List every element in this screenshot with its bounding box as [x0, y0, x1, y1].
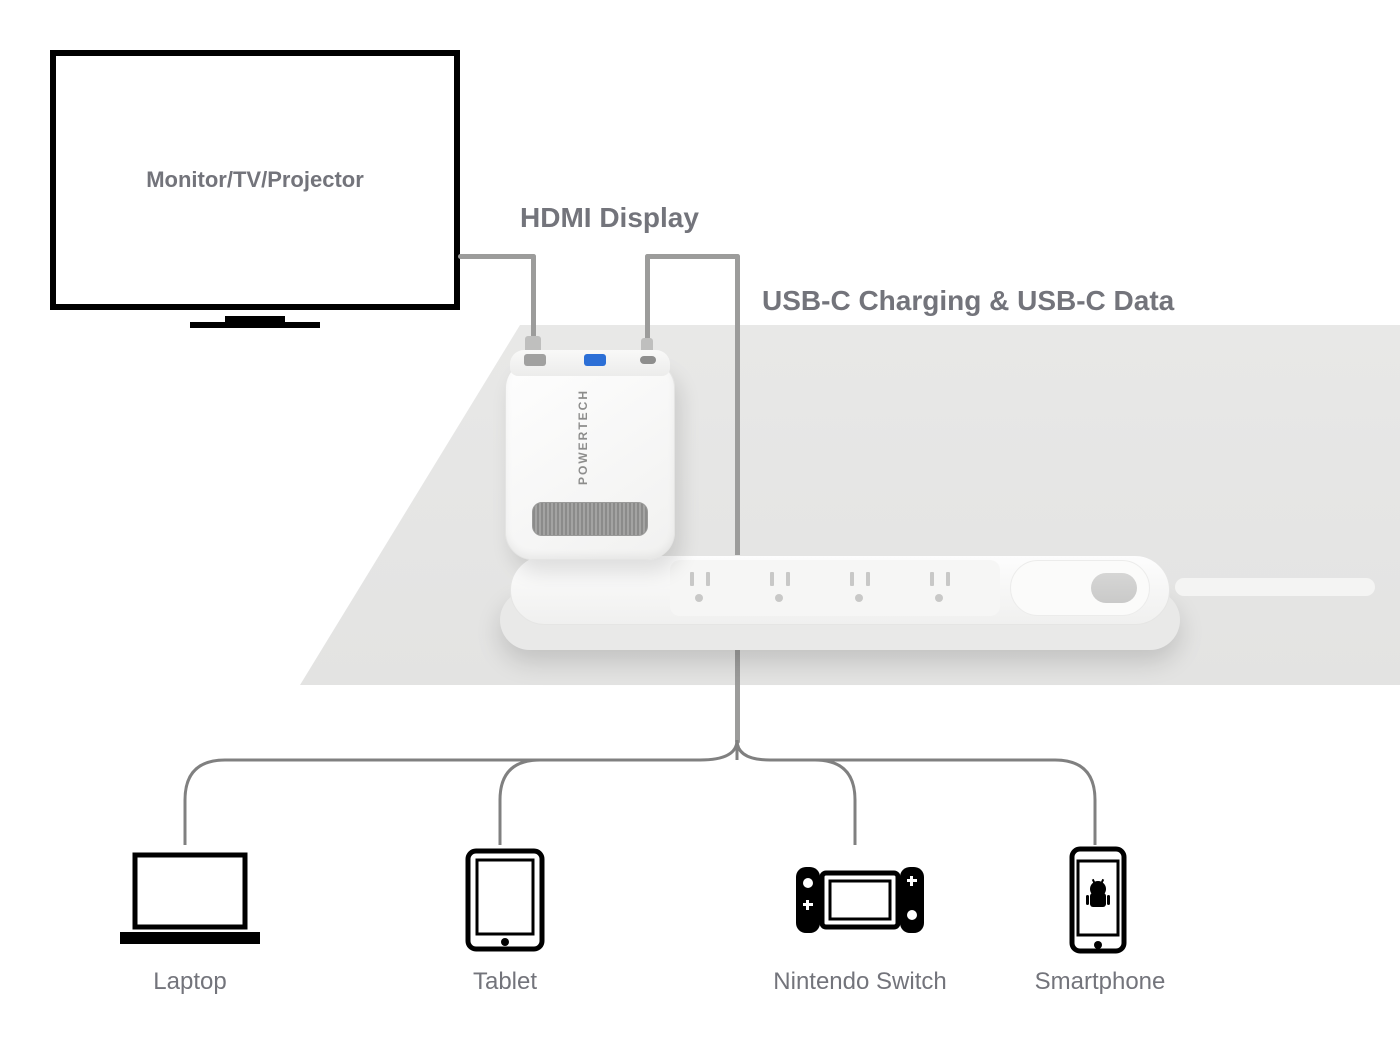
power-switch-button — [1091, 573, 1137, 603]
tablet-label: Tablet — [440, 968, 570, 996]
monitor-label: Monitor/TV/Projector — [146, 167, 364, 193]
usbc-cable-v2 — [735, 254, 740, 744]
smartphone-label: Smartphone — [1010, 968, 1190, 996]
power-strip-cord — [1175, 578, 1375, 596]
usbc-heading: USB-C Charging & USB-C Data — [762, 285, 1174, 317]
monitor-base — [190, 322, 320, 328]
monitor-icon: Monitor/TV/Projector — [50, 50, 460, 310]
power-switch-panel — [1010, 560, 1150, 616]
hub-port-usbc — [640, 356, 656, 364]
outlet-panel — [670, 560, 1000, 616]
charger-hub-brand: POWERTECH — [576, 389, 590, 485]
laptop-icon — [115, 850, 265, 950]
laptop-label: Laptop — [120, 968, 260, 996]
usbc-cable-h1 — [645, 254, 740, 259]
tablet-icon — [465, 848, 545, 952]
hdmi-cable-h — [458, 254, 536, 259]
diagram-stage: Monitor/TV/Projector HDMI Display USB-C … — [0, 0, 1400, 1051]
hub-port-hdmi — [524, 354, 546, 366]
charger-hub-vent — [532, 502, 648, 536]
hub-port-usba — [584, 354, 606, 366]
hdmi-heading: HDMI Display — [520, 202, 699, 234]
smartphone-icon — [1068, 845, 1128, 955]
nintendo-switch-icon — [790, 855, 930, 945]
switch-label: Nintendo Switch — [750, 968, 970, 996]
